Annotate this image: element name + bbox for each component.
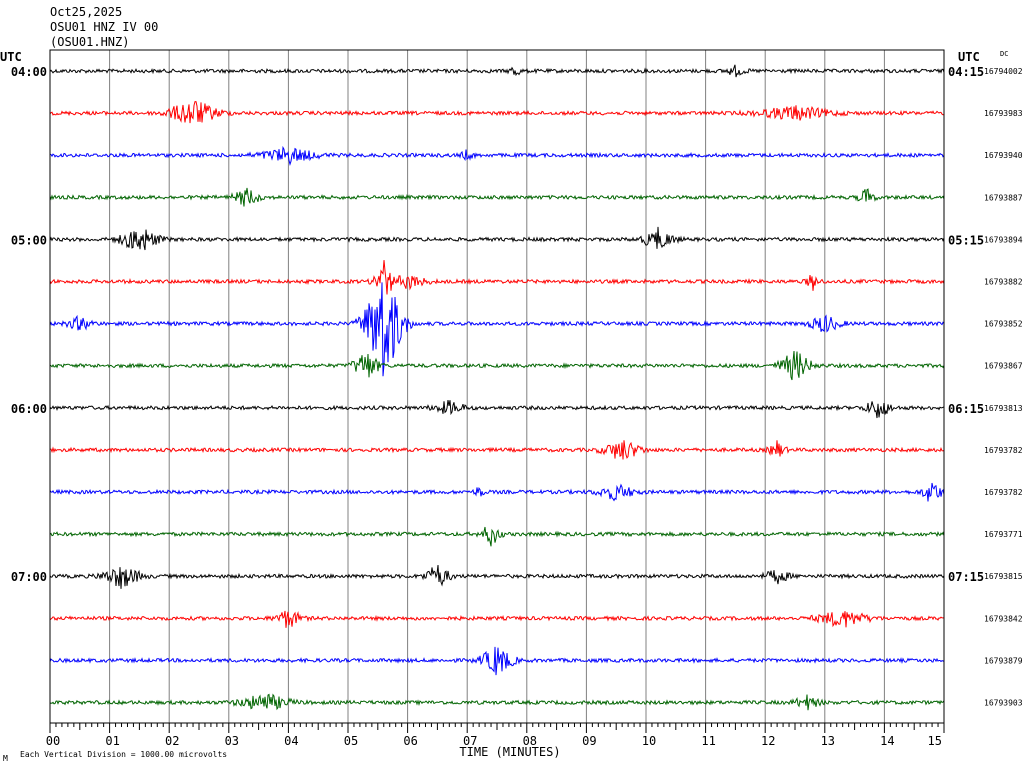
hour-label-left: 07:00: [11, 570, 47, 584]
hour-label-right: 06:15: [948, 402, 984, 416]
utc-right-label: UTC: [958, 50, 980, 64]
trace-2: [49, 145, 945, 166]
trace-13: [49, 610, 945, 628]
x-tick-label: 02: [165, 734, 179, 748]
x-axis: 00 01 02 03 04 05 06 07 08 09 10 11 12 13 14 15: [46, 723, 945, 748]
trace-count-label: 16793782: [984, 446, 1023, 455]
header-date: Oct25,2025: [50, 5, 122, 19]
x-tick-label: 12: [761, 734, 775, 748]
header-station: OSU01 HNZ IV 00: [50, 20, 158, 34]
x-tick-label: 15: [928, 734, 942, 748]
hour-labels-right: 04:15 05:15 06:15 07:15: [948, 65, 984, 584]
trace-count-label: 16793983: [984, 109, 1023, 118]
trace-count-label: 16793852: [984, 320, 1023, 329]
trace-9: [50, 440, 945, 460]
trace-count-label: 16793940: [984, 151, 1023, 160]
hour-labels-left: 04:00 05:00 06:00 07:00: [11, 65, 47, 584]
grid-lines: [109, 50, 885, 723]
trace-count-label: 16793815: [984, 572, 1023, 581]
trace-counts: 16794002 16793983 16793940 16793887 16793894…: [984, 67, 1023, 708]
hour-label-right: 04:15: [948, 65, 984, 79]
x-tick-label: 01: [105, 734, 119, 748]
dc-label: DC: [1000, 50, 1008, 58]
x-tick-label: 08: [523, 734, 537, 748]
header-code: (OSU01.HNZ): [50, 35, 129, 49]
trace-14: [49, 646, 945, 676]
trace-12: [49, 564, 945, 589]
trace-count-label: 16793882: [984, 278, 1023, 287]
trace-0: [49, 64, 945, 78]
x-tick-label: 06: [403, 734, 417, 748]
hour-label-right: 05:15: [948, 233, 984, 247]
trace-count-label: 16793879: [984, 656, 1023, 665]
trace-4: [49, 226, 945, 251]
trace-5: [49, 260, 945, 295]
trace-count-label: 16793887: [984, 193, 1023, 202]
x-tick-label: 03: [225, 734, 239, 748]
x-tick-label: 09: [582, 734, 596, 748]
trace-count-label: 16793782: [984, 488, 1023, 497]
trace-8: [49, 400, 945, 419]
trace-count-label: 16793771: [984, 530, 1023, 539]
x-tick-label: 04: [284, 734, 298, 748]
trace-10: [49, 482, 945, 502]
trace-count-label: 16793813: [984, 404, 1023, 413]
x-tick-label: 07: [463, 734, 477, 748]
scale-note: Each Vertical Division = 1000.00 microvo…: [20, 750, 227, 759]
hour-label-left: 04:00: [11, 65, 47, 79]
trace-15: [49, 693, 945, 711]
trace-3: [49, 187, 945, 207]
trace-count-label: 16793903: [984, 699, 1023, 708]
trace-1: [49, 101, 944, 124]
trace-7: [49, 350, 945, 381]
trace-count-label: 16793842: [984, 614, 1023, 623]
trace-group: [49, 64, 945, 711]
hour-label-right: 07:15: [948, 570, 984, 584]
x-tick-label: 10: [642, 734, 656, 748]
hour-label-left: 06:00: [11, 402, 47, 416]
x-tick-label: 05: [344, 734, 358, 748]
x-axis-label: TIME (MINUTES): [459, 745, 560, 759]
hour-label-left: 05:00: [11, 233, 47, 247]
x-tick-label: 11: [701, 734, 715, 748]
x-tick-label: 14: [880, 734, 894, 748]
trace-count-label: 16793867: [984, 362, 1023, 371]
footer-mark: M: [3, 754, 8, 763]
utc-left-label: UTC: [0, 50, 22, 64]
x-tick-label: 00: [46, 734, 60, 748]
x-tick-label: 13: [821, 734, 835, 748]
trace-count-label: 16794002: [984, 67, 1023, 76]
trace-count-label: 16793894: [984, 235, 1023, 244]
trace-11: [49, 526, 945, 547]
trace-6: [49, 282, 945, 377]
